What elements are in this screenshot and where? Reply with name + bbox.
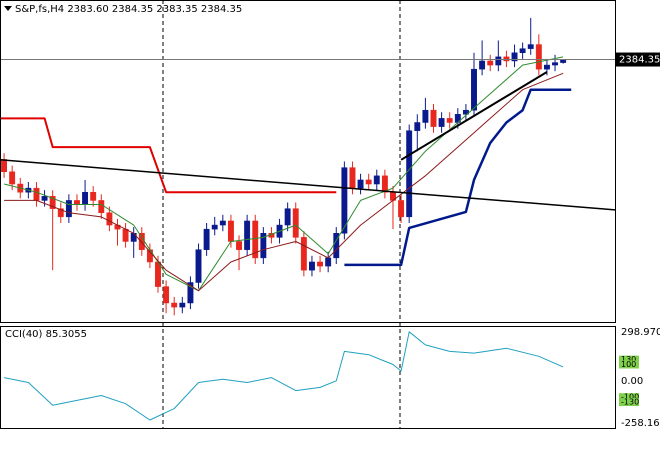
candle-body	[195, 249, 202, 283]
cci-panel-frame	[0, 326, 616, 429]
candle-body	[519, 48, 526, 54]
candle-body	[503, 56, 510, 62]
menu-arrow[interactable]	[4, 6, 12, 11]
cci-title: CCI(40) 85.3055	[5, 329, 87, 340]
candle-body	[49, 196, 56, 209]
indicator-line	[0, 117, 337, 194]
indicator-line	[4, 72, 564, 292]
chart-title: S&P,fs,H4 2383.60 2384.35 2383.35 2384.3…	[15, 4, 242, 15]
indicator-line	[4, 331, 564, 421]
candle-body	[98, 200, 105, 214]
candle-body	[471, 68, 477, 111]
y-tick-label: 130	[621, 355, 636, 364]
y-tick-label: 298.9706	[621, 327, 660, 338]
candle-body	[57, 208, 64, 218]
candle-body	[292, 208, 299, 238]
last-price-box	[616, 52, 660, 67]
candle-body	[163, 286, 170, 304]
candle-body	[365, 179, 372, 185]
candle-body	[252, 220, 259, 259]
y-tick-label: -130	[621, 398, 639, 407]
candle-body	[9, 171, 16, 185]
candle-body	[138, 233, 145, 250]
candle-body	[325, 257, 332, 267]
candle-body	[414, 122, 421, 131]
candle-body	[552, 62, 558, 66]
candle-body	[535, 44, 542, 70]
candle-body	[227, 220, 234, 242]
candle-body	[381, 175, 388, 193]
candle-body	[1, 159, 8, 172]
candle-body	[317, 261, 324, 267]
candle-body	[373, 175, 380, 185]
candle-body	[171, 302, 178, 308]
candle-body	[430, 109, 437, 127]
y-tick-label: -258.1646	[621, 418, 660, 429]
candle-body	[106, 212, 113, 226]
candle-body	[74, 200, 80, 205]
level-label-box	[619, 398, 639, 407]
candle-body	[438, 118, 445, 127]
candle-body	[236, 241, 242, 250]
indicator-line	[400, 71, 548, 161]
candle-body	[462, 109, 469, 115]
marks	[0, 17, 616, 421]
candle-body	[203, 228, 210, 250]
candle-body	[349, 167, 356, 189]
candle-body	[122, 228, 129, 242]
candle-body	[527, 44, 534, 49]
candle-body	[357, 179, 364, 189]
candle-body	[179, 302, 186, 308]
candle-body	[511, 52, 518, 62]
candle-body	[479, 60, 486, 70]
candle-body	[543, 64, 550, 70]
candle-body	[33, 187, 40, 201]
candle-body	[422, 109, 429, 123]
candle-body	[446, 118, 453, 123]
level-label-box	[619, 355, 639, 364]
candle-body	[244, 220, 251, 250]
candle-body	[260, 233, 267, 259]
candle-body	[487, 60, 494, 66]
price-panel-frame	[0, 0, 616, 323]
candle-body	[187, 282, 194, 304]
candle-body	[41, 196, 48, 201]
candle-body	[211, 224, 218, 230]
level-label-box	[619, 393, 639, 402]
candle-body	[219, 220, 226, 226]
candle-body	[341, 167, 348, 234]
candle-body	[300, 237, 307, 271]
candle-body	[406, 130, 413, 218]
candle-body	[65, 200, 72, 218]
indicator-line	[3, 56, 564, 292]
y-tick-label: -100	[621, 393, 639, 402]
level-label-box	[619, 360, 639, 369]
candle-body	[495, 56, 502, 66]
candle-body	[284, 208, 291, 226]
candle-body	[130, 233, 137, 242]
last-price-label: 2384.35	[619, 55, 660, 66]
candle-body	[90, 191, 97, 201]
y-tick-label: 0.00	[621, 376, 643, 387]
indicator-line	[0, 159, 616, 211]
candle-body	[82, 191, 89, 205]
candle-body	[309, 261, 315, 271]
y-tick-label: 100	[621, 360, 636, 369]
indicator-line	[344, 88, 572, 267]
candle-body	[398, 200, 405, 218]
